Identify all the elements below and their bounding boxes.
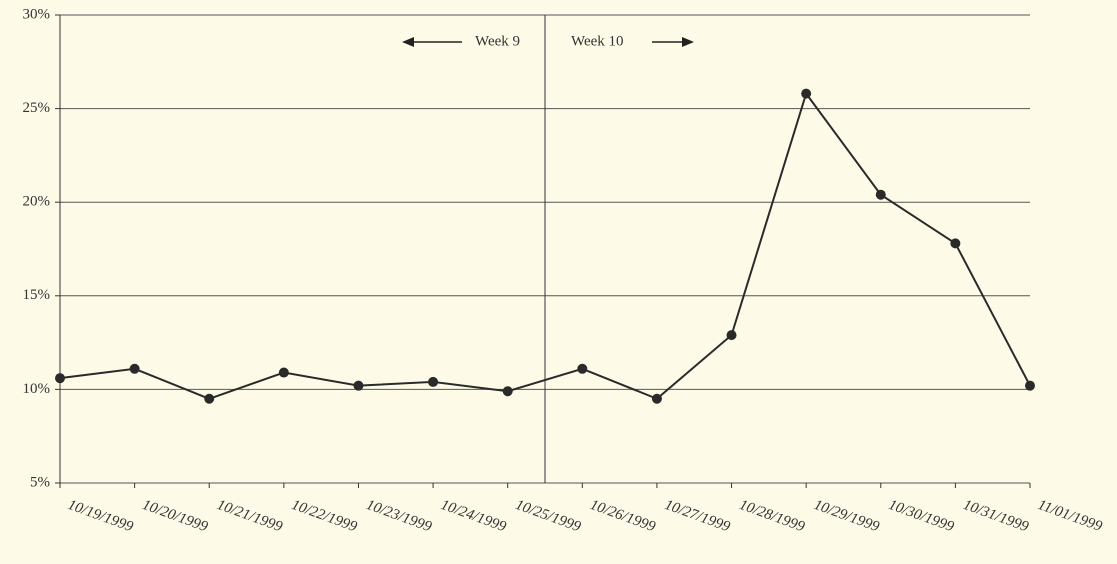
x-tick-label: 10/21/1999 bbox=[215, 497, 285, 536]
point bbox=[651, 393, 662, 404]
arrow-left-head bbox=[402, 37, 414, 47]
x-tick-label: 10/31/1999 bbox=[961, 497, 1031, 536]
point bbox=[129, 363, 140, 374]
x-tick-label: 10/19/1999 bbox=[65, 497, 135, 536]
point bbox=[278, 367, 289, 378]
point bbox=[801, 88, 812, 99]
x-tick-label: 10/30/1999 bbox=[886, 497, 956, 536]
point bbox=[55, 373, 65, 384]
point bbox=[428, 376, 439, 387]
line bbox=[59, 91, 1031, 400]
y-tick-label: 30% bbox=[23, 6, 51, 22]
y-tick-label: 25% bbox=[23, 100, 51, 116]
x-tick-label: 10/29/1999 bbox=[812, 497, 882, 536]
x-tick-label: 11/01/1999 bbox=[1035, 497, 1104, 535]
point bbox=[502, 386, 513, 397]
annotation-week9: Week 9 bbox=[475, 33, 520, 49]
x-tick-label: 10/27/1999 bbox=[662, 497, 732, 536]
arrow-right-head bbox=[682, 37, 694, 47]
point bbox=[726, 330, 737, 341]
x-tick-label: 10/25/1999 bbox=[513, 497, 583, 536]
x-tick-label: 10/23/1999 bbox=[364, 497, 434, 536]
x-tick-label: 10/20/1999 bbox=[140, 497, 210, 536]
point bbox=[353, 380, 364, 391]
point bbox=[204, 393, 215, 404]
x-tick-label: 10/26/1999 bbox=[588, 497, 658, 536]
point bbox=[577, 363, 588, 374]
y-tick-label: 15% bbox=[23, 287, 51, 303]
y-tick-label: 5% bbox=[30, 474, 50, 490]
x-tick-label: 10/28/1999 bbox=[737, 497, 807, 536]
x-tick-label: 10/22/1999 bbox=[289, 497, 359, 536]
y-tick-label: 10% bbox=[23, 381, 51, 397]
annotation-week10: Week 10 bbox=[571, 33, 624, 49]
x-tick-label: 10/24/1999 bbox=[439, 497, 509, 536]
point bbox=[875, 189, 886, 200]
y-tick-label: 20% bbox=[23, 194, 51, 210]
point bbox=[950, 238, 961, 249]
point bbox=[1025, 380, 1035, 391]
